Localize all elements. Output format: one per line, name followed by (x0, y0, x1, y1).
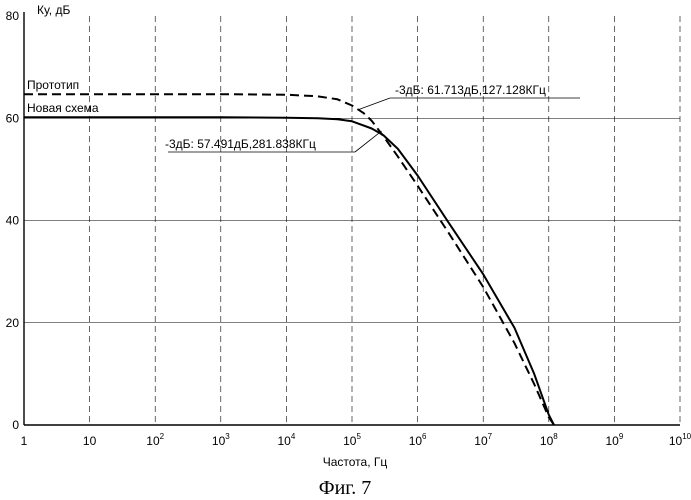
x-tick-label: 109 (605, 432, 623, 448)
tick-labels: 0 20 40 60 80 1 10 102 103 104 105 106 107 108 109 1010 (6, 9, 691, 448)
x-tick-label: 106 (409, 432, 427, 448)
annotation-leader (355, 131, 382, 152)
series-line-new-scheme (24, 117, 554, 425)
grid (24, 16, 680, 425)
x-tick-label: 1010 (669, 432, 691, 448)
x-tick-label: 108 (540, 432, 558, 448)
y-axis-label: Ку, дБ (37, 3, 70, 17)
x-tick-label: 107 (474, 432, 492, 448)
x-tick-label: 103 (212, 432, 230, 448)
y-tick-label: 20 (6, 316, 20, 330)
x-tick-label: 105 (343, 432, 361, 448)
x-tick-label: 10 (83, 434, 97, 448)
series-label: Новая схема (27, 101, 99, 115)
y-tick-label: 40 (6, 214, 20, 228)
y-tick-label: 60 (6, 111, 20, 125)
annotations: Прототип Новая схема -3дБ: 61.713дБ,127.12… (27, 78, 580, 152)
annotation-leader (359, 98, 390, 109)
figure-caption: Фиг. 7 (319, 477, 371, 499)
annotation-label: -3дБ: 57.491дБ,281.838КГц (165, 137, 316, 151)
series-label: Прототип (27, 78, 79, 92)
x-axis-label: Частота, Гц (323, 455, 388, 469)
annotation-label: -3дБ: 61.713дБ,127.128КГц (395, 83, 546, 97)
y-tick-label: 80 (6, 9, 20, 23)
y-tick-label: 0 (12, 418, 19, 432)
x-tick-label: 104 (277, 432, 295, 448)
x-tick-label: 102 (146, 432, 164, 448)
x-tick-label: 1 (21, 434, 28, 448)
